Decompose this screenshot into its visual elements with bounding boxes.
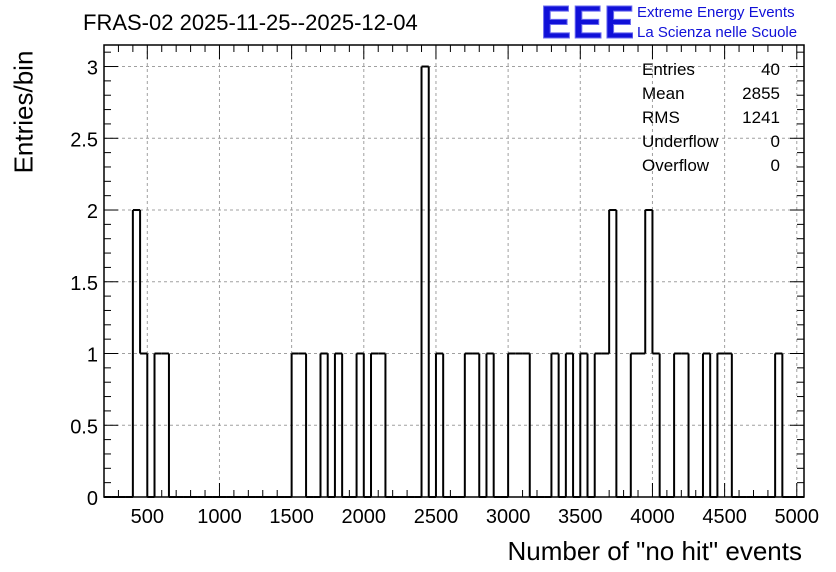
x-tick-label: 2500 [414, 506, 459, 528]
y-axis-label: Entries/bin [8, 50, 39, 174]
logo-caption-line-2: La Scienza nelle Scuole [637, 24, 798, 41]
stats-value: 1241 [742, 108, 780, 127]
stats-box: Entries 40 Mean 2855 RMS 1241 Underflow … [642, 60, 780, 180]
stats-row-underflow: Underflow 0 [642, 132, 780, 156]
chart-title: FRAS-02 2025-11-25--2025-12-04 [83, 10, 418, 35]
plot-frame [103, 44, 805, 498]
stats-value: 0 [770, 156, 780, 175]
x-tick-label: 500 [131, 506, 164, 528]
stats-value: 0 [770, 132, 780, 151]
stats-value: 40 [761, 60, 780, 79]
logo-caption-line-1: Extreme Energy Events [637, 4, 795, 21]
x-tick-label: 4500 [702, 506, 747, 528]
stats-label: Overflow [642, 156, 710, 175]
y-tick-label: 2 [87, 201, 98, 223]
stats-row-rms: RMS 1241 [642, 108, 780, 132]
x-tick-label: 5000 [775, 506, 820, 528]
y-tick-label: 0.5 [70, 416, 98, 438]
logo-caption: Extreme Energy Events La Scienza nelle S… [637, 3, 797, 43]
stats-row-overflow: Overflow 0 [642, 156, 780, 180]
eee-logo: EEE [543, 0, 633, 44]
x-axis-label: Number of "no hit" events [507, 536, 803, 566]
x-tick-label: 1000 [197, 506, 242, 528]
y-tick-label: 1.5 [70, 273, 98, 295]
y-tick-label: 2.5 [70, 129, 98, 151]
x-tick-label: 3000 [486, 506, 531, 528]
stats-row-mean: Mean 2855 [642, 84, 780, 108]
grid-layer [104, 45, 804, 497]
stats-label: RMS [642, 108, 680, 127]
stats-value: 2855 [742, 84, 780, 103]
y-tick-label: 0 [87, 488, 98, 510]
stats-label: Entries [642, 60, 695, 79]
stats-row-entries: Entries 40 [642, 60, 780, 84]
y-tick-label: 1 [87, 345, 98, 367]
stats-label: Underflow [642, 132, 719, 151]
y-tick-label: 3 [87, 58, 98, 80]
x-tick-label: 4000 [630, 506, 675, 528]
stats-label: Mean [642, 84, 685, 103]
axis-layer: 500 1000 1500 2000 2500 3000 3500 4000 4500 50000… [70, 44, 820, 528]
x-tick-label: 3500 [558, 506, 603, 528]
x-tick-label: 2000 [342, 506, 387, 528]
x-tick-label: 1500 [269, 506, 314, 528]
eee-logo-text: EEE [543, 0, 633, 44]
